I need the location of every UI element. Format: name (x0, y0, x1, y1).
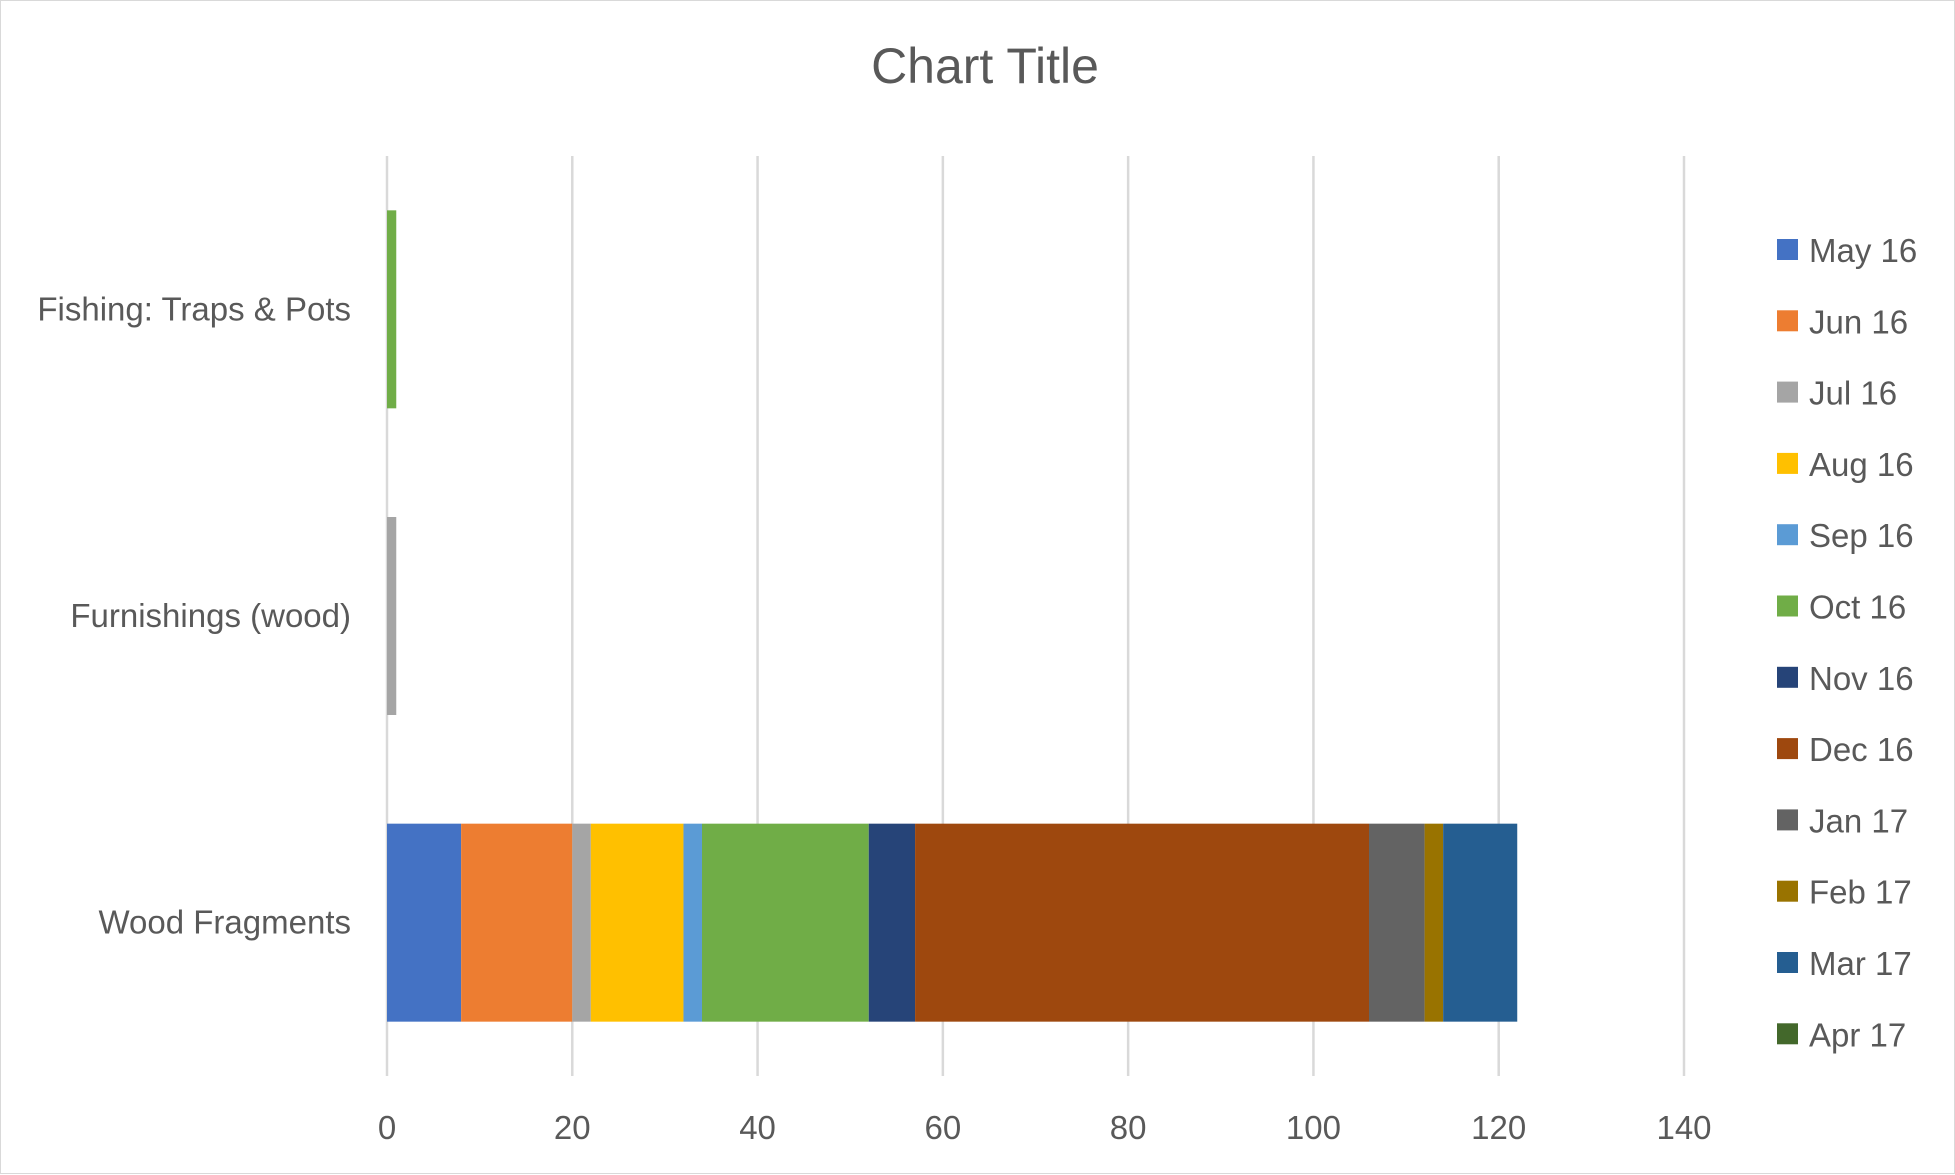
bar-segment (572, 823, 591, 1022)
legend-label: Feb 17 (1809, 874, 1912, 911)
legend-swatch (1777, 952, 1798, 973)
legend-swatch (1777, 809, 1798, 831)
legend-label: May 16 (1809, 232, 1917, 269)
x-tick-label: 40 (739, 1109, 776, 1146)
legend-swatch (1777, 595, 1798, 617)
legend-swatch (1777, 239, 1798, 260)
legend-label: Dec 16 (1809, 731, 1914, 768)
legend-label: Apr 17 (1809, 1016, 1906, 1053)
legend-label: Aug 16 (1809, 446, 1914, 483)
legend-swatch (1777, 666, 1798, 688)
category-labels: Wood Fragments Furnishings (wood) Fishing:… (37, 290, 351, 940)
bar-segment (387, 823, 462, 1022)
legend-swatch (1777, 738, 1798, 760)
legend-label: Jan 17 (1809, 802, 1908, 839)
legend-swatch (1777, 452, 1798, 474)
x-tick-label: 140 (1656, 1109, 1711, 1146)
x-tick-label: 120 (1471, 1109, 1526, 1146)
legend-label: Oct 16 (1809, 589, 1906, 626)
legend-label: Jul 16 (1809, 375, 1897, 412)
bar-segment (387, 210, 397, 409)
legend-label: Nov 16 (1809, 660, 1914, 697)
bar-segment (701, 823, 869, 1022)
legend-swatch (1777, 880, 1798, 902)
x-axis-ticks: 0 20 40 60 80 100 120 140 (378, 1109, 1712, 1146)
bar-segment (1369, 823, 1425, 1022)
bar-segment (590, 823, 684, 1022)
legend-swatch (1777, 1023, 1798, 1045)
category-label: Fishing: Traps & Pots (37, 290, 351, 327)
legend: May 16 Jun 16 Jul 16 Aug 16 Sep 16 Oct 16 Nov … (1777, 232, 1917, 1053)
bar-segment (1443, 823, 1518, 1022)
category-label: Furnishings (wood) (70, 597, 351, 634)
x-tick-label: 80 (1110, 1109, 1147, 1146)
legend-label: Mar 17 (1809, 945, 1912, 982)
legend-swatch (1777, 381, 1798, 403)
chart-title: Chart Title (871, 38, 1099, 94)
bar-segment (915, 823, 1370, 1022)
bar-segment (1424, 823, 1444, 1022)
gridlines (385, 156, 1686, 1076)
bar-segment (683, 823, 702, 1022)
bar-segment (461, 823, 573, 1022)
x-tick-label: 20 (554, 1109, 591, 1146)
bars (387, 210, 1518, 1022)
legend-swatch (1777, 310, 1798, 332)
bar-segment (868, 823, 916, 1022)
bar-segment (387, 517, 397, 715)
legend-label: Jun 16 (1809, 303, 1908, 340)
x-tick-label: 60 (924, 1109, 961, 1146)
category-label: Wood Fragments (99, 904, 352, 941)
x-tick-label: 0 (378, 1109, 396, 1146)
legend-label: Sep 16 (1809, 517, 1914, 554)
x-tick-label: 100 (1286, 1109, 1341, 1146)
legend-swatch (1777, 524, 1798, 546)
